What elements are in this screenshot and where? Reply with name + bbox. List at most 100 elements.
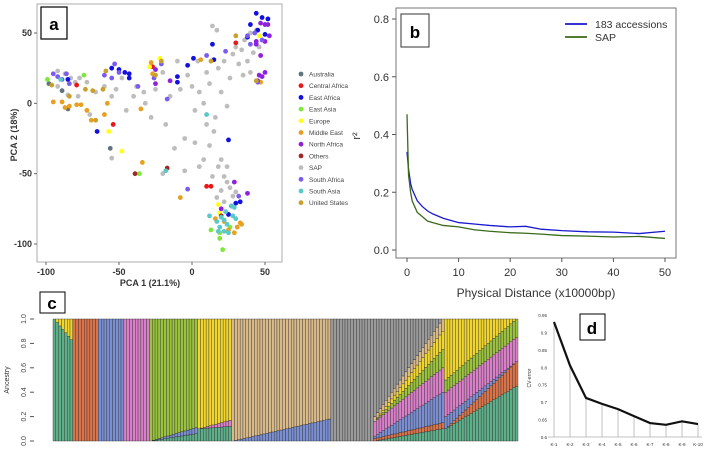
ancestry-bar-segment xyxy=(452,420,456,424)
ancestry-bar-segment xyxy=(398,318,402,381)
pca-point-sap xyxy=(123,107,129,113)
ancestry-bar-segment xyxy=(163,318,167,437)
pca-point-middle-east xyxy=(239,221,245,227)
ancestry-bar-segment xyxy=(478,390,482,397)
ancestry-bar-segment xyxy=(475,352,479,369)
ancestry-bar-segment xyxy=(495,380,499,399)
ancestry-bar-segment xyxy=(390,392,394,400)
ancestry-bar-segment xyxy=(398,432,402,437)
pca-point-east-asia xyxy=(81,72,87,78)
pca-point-central-africa xyxy=(208,183,214,189)
ancestry-bar-segment xyxy=(220,422,224,428)
ancestry-bar-segment xyxy=(120,318,125,442)
ancestry-bar-segment xyxy=(183,435,187,442)
pca-point-east-asia xyxy=(208,227,214,233)
ancestry-bar-segment xyxy=(424,343,428,354)
pca-point-south-africa xyxy=(248,41,253,47)
pca-point-east-africa xyxy=(122,69,128,75)
ancestry-bar-segment xyxy=(486,318,490,344)
ancestry-bar-segment xyxy=(506,343,510,369)
ancestry-bar-segment xyxy=(327,318,332,420)
x-tick-label: K-6 xyxy=(630,442,638,447)
panel-label-box-d xyxy=(579,313,606,341)
ancestry-bar-segment xyxy=(378,432,383,438)
x-tick-label: K-3 xyxy=(582,442,590,447)
ancestry-bar-segment xyxy=(410,318,414,364)
ancestry-bar-segment xyxy=(398,436,402,442)
ancestry-bar-segment xyxy=(458,318,462,368)
ancestry-bar-segment xyxy=(205,426,210,429)
ancestry-bar-segment xyxy=(390,403,394,409)
ancestry-bar-segment xyxy=(265,318,269,434)
ancestry-bar-segment xyxy=(415,376,419,389)
ancestry-bar-segment xyxy=(427,318,431,340)
ancestry-bar-segment xyxy=(415,355,419,366)
ancestry-bar-segment xyxy=(248,318,252,438)
ancestry-bar-segment xyxy=(393,437,397,442)
ancestry-bar-segment xyxy=(336,318,340,442)
ancestry-bar-segment xyxy=(387,396,391,403)
ancestry-bar-segment xyxy=(254,435,258,442)
ancestry-bar-segment xyxy=(429,430,434,442)
ancestry-bar-segment xyxy=(256,318,261,436)
ancestry-bar-segment xyxy=(424,426,428,433)
ancestry-bar-segment xyxy=(395,383,400,392)
pca-point-south-asia xyxy=(233,216,239,222)
ancestry-bar-segment xyxy=(364,318,368,442)
pca-point-sap xyxy=(175,58,180,64)
ancestry-bar-segment xyxy=(220,426,224,442)
pca-point-sap xyxy=(245,58,250,64)
pca-point-south-asia xyxy=(223,209,228,215)
pca-point-south-africa xyxy=(102,72,107,78)
ancestry-bar-segment xyxy=(514,318,519,338)
ancestry-bar-segment xyxy=(67,318,71,337)
pca-point-sap xyxy=(230,193,236,199)
ancestry-bar-segment xyxy=(378,415,383,418)
ancestry-bar-segment xyxy=(384,406,388,410)
pca-point-east-africa xyxy=(265,16,271,22)
ancestry-bar-segment xyxy=(237,318,241,440)
ancestry-bar-segment xyxy=(319,318,323,422)
pca-point-sap xyxy=(109,93,115,99)
pca-point-sap xyxy=(215,65,221,71)
ancestry-bar-segment xyxy=(495,376,499,381)
ancestry-bar-segment xyxy=(393,423,397,435)
ancestry-bar-segment xyxy=(271,431,275,442)
ancestry-bar-segment xyxy=(157,439,161,442)
ancestry-bar-segment xyxy=(415,428,419,434)
ancestry-bar-segment xyxy=(373,438,377,442)
pca-point-north-africa xyxy=(153,81,158,87)
ancestry-bar-segment xyxy=(463,409,468,418)
ancestry-bar-segment xyxy=(466,360,470,375)
ancestry-bar-segment xyxy=(188,429,193,435)
ancestry-bar-segment xyxy=(461,378,465,404)
ancestry-bar-segment xyxy=(279,429,283,442)
ancestry-bar-segment xyxy=(446,426,451,442)
ancestry-bar-segment xyxy=(506,326,510,345)
ancestry-bar-segment xyxy=(234,318,238,441)
pca-point-south-africa xyxy=(66,81,72,87)
ancestry-bar-segment xyxy=(75,318,79,442)
ancestry-bar-segment xyxy=(495,397,499,442)
y-tick-label: 0.7 xyxy=(541,400,548,405)
pca-point-sap xyxy=(87,112,93,117)
pca-point-south-africa xyxy=(135,84,141,89)
ancestry-bar-segment xyxy=(469,372,473,398)
ancestry-bar-segment xyxy=(171,434,176,438)
ancestry-bar-segment xyxy=(276,318,281,431)
ancestry-bar-segment xyxy=(174,436,178,442)
ancestry-bar-segment xyxy=(472,355,476,371)
pca-point-sap xyxy=(160,69,166,75)
ancestry-bar-segment xyxy=(424,318,428,344)
pca-point-sap xyxy=(185,72,191,78)
y-tick-label: 0.6 xyxy=(374,72,389,84)
pca-plot-frame xyxy=(36,3,283,263)
ancestry-bar-segment xyxy=(197,428,201,442)
panel-label-box-a xyxy=(40,6,68,40)
ancestry-bar-segment xyxy=(180,431,184,437)
ancestry-bar-segment xyxy=(455,318,459,371)
ancestry-bar-segment xyxy=(495,335,499,353)
pca-point-south-asia xyxy=(221,217,227,223)
ancestry-bar-segment xyxy=(401,375,405,385)
pca-point-sap xyxy=(172,145,177,151)
